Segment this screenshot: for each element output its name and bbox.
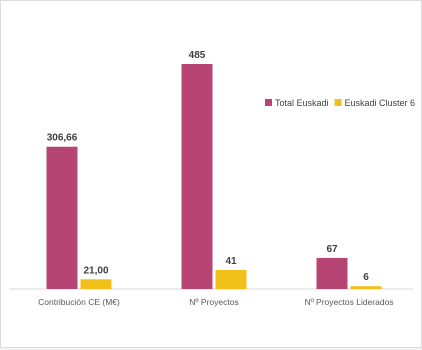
bar-total-euskadi-1 <box>181 64 213 289</box>
legend-entry: Euskadi Cluster 6 <box>345 98 416 108</box>
bar-euskadi-cluster-6-2 <box>350 286 382 289</box>
data-label: 6 <box>363 272 369 283</box>
legend-swatch <box>334 99 342 106</box>
x-tick-label: Contribución CE (M€) <box>38 297 120 307</box>
legend-entry: Total Euskadi <box>275 98 329 108</box>
data-label: 485 <box>189 50 206 61</box>
bar-total-euskadi-0 <box>46 146 78 289</box>
data-label: 306,66 <box>47 133 78 144</box>
bar-euskadi-cluster-6-1 <box>215 269 247 289</box>
x-tick-label: Nº Proyectos Liderados <box>304 297 393 307</box>
legend-swatch <box>265 99 272 106</box>
data-label: 67 <box>326 244 338 255</box>
data-label: 41 <box>225 256 237 267</box>
x-tick-label: Nº Proyectos <box>189 297 238 307</box>
data-label: 21,00 <box>83 265 108 276</box>
bar-total-euskadi-2 <box>316 257 348 289</box>
bar-euskadi-cluster-6-0 <box>80 279 112 289</box>
